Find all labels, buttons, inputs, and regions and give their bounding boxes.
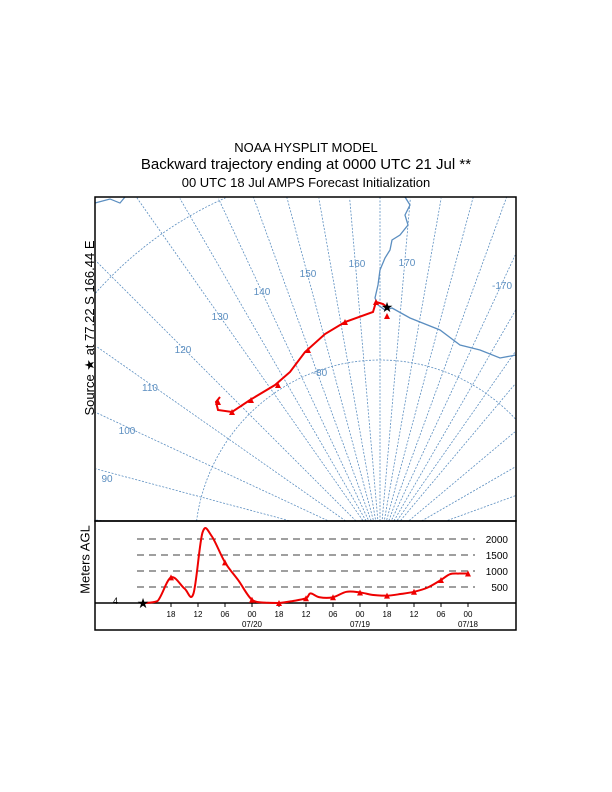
height-marker xyxy=(168,574,174,581)
height-marker xyxy=(222,559,228,566)
trajectory-marker xyxy=(384,313,390,319)
meridian-line xyxy=(286,197,374,521)
meridian-line xyxy=(95,260,357,522)
meridian-label: 90 xyxy=(101,474,113,485)
start-height-label: 4 xyxy=(113,596,119,606)
x-tick-label: 18 xyxy=(275,610,284,619)
source-star-icon: ★ xyxy=(381,299,394,315)
meridian-label: 130 xyxy=(212,312,229,323)
meridian-line xyxy=(384,198,442,520)
meridian-line xyxy=(253,197,372,521)
meridian-line xyxy=(96,346,346,522)
date-label: 07/20 xyxy=(242,620,263,629)
height-marker xyxy=(465,570,471,577)
height-profile-line xyxy=(143,527,469,605)
gridline-label: 1500 xyxy=(486,551,509,562)
title-line2: Backward trajectory ending at 0000 UTC 2… xyxy=(140,156,472,173)
meridian-line xyxy=(400,383,516,521)
meridian-line xyxy=(396,351,516,521)
height-marker xyxy=(357,589,363,596)
parallel-circle xyxy=(95,197,226,294)
meridian-label: 120 xyxy=(175,345,192,356)
gridline-label: 1000 xyxy=(486,567,509,578)
coastline xyxy=(94,196,126,204)
parallel-label: -80 xyxy=(313,368,328,379)
date-label: 07/19 xyxy=(350,620,371,629)
meridian-label: 150 xyxy=(300,269,317,280)
height-marker xyxy=(411,588,417,595)
meridian-label: 100 xyxy=(119,426,136,437)
source-star-icon: ★ xyxy=(137,595,150,611)
title-line1: NOAA HYSPLIT MODEL xyxy=(234,140,378,155)
x-tick-label: 12 xyxy=(410,610,419,619)
meridian-line xyxy=(386,197,474,521)
meridian-line xyxy=(393,309,517,521)
date-label: 07/18 xyxy=(458,620,479,629)
meridian-line xyxy=(349,198,379,520)
x-tick-label: 06 xyxy=(329,610,338,619)
height-marker xyxy=(384,592,390,599)
trajectory-marker xyxy=(229,409,235,415)
parallel-circle xyxy=(196,359,516,521)
height-marker xyxy=(249,596,255,603)
height-marker xyxy=(330,594,336,601)
height-marker xyxy=(303,595,309,602)
meridian-line xyxy=(95,468,290,522)
x-tick-label: 00 xyxy=(464,610,473,619)
height-marker xyxy=(438,576,444,583)
x-tick-label: 00 xyxy=(248,610,257,619)
source-label: Source ★ at 77.22 S 166.44 E xyxy=(82,240,97,416)
trajectory-marker xyxy=(275,382,281,388)
meridian-label: -170 xyxy=(492,281,512,292)
x-tick-label: 18 xyxy=(167,610,176,619)
x-tick-label: 06 xyxy=(437,610,446,619)
meridian-label: 170 xyxy=(399,258,416,269)
map-frame xyxy=(94,196,517,522)
profile-frame xyxy=(94,520,517,631)
trajectory-marker xyxy=(215,399,221,405)
meridian-line xyxy=(218,198,369,520)
meridian-label: 110 xyxy=(142,383,158,394)
height-marker xyxy=(276,600,282,606)
x-tick-label: 18 xyxy=(383,610,392,619)
x-tick-label: 00 xyxy=(356,610,365,619)
title-line3: 00 UTC 18 Jul AMPS Forecast Initializati… xyxy=(181,175,431,190)
x-tick-label: 06 xyxy=(221,610,230,619)
meridian-line xyxy=(318,198,376,520)
gridline-label: 500 xyxy=(491,583,508,594)
meridian-line xyxy=(179,198,367,521)
trajectory-path xyxy=(214,300,388,414)
trajectory-marker xyxy=(248,397,254,403)
meridian-line xyxy=(447,495,516,521)
x-tick-label: 12 xyxy=(302,610,311,619)
meridian-line xyxy=(388,197,507,521)
trajectory-marker xyxy=(342,319,348,325)
meridian-label: 160 xyxy=(349,259,366,270)
trajectory-marker xyxy=(373,299,379,305)
meridian-line xyxy=(421,466,516,522)
meridian-line xyxy=(391,254,516,520)
profile-ylabel: Meters AGL xyxy=(77,525,93,594)
meridian-line xyxy=(381,198,411,520)
meridian-line xyxy=(136,197,364,521)
gridline-label: 2000 xyxy=(486,535,509,546)
meridian-label: 140 xyxy=(254,287,271,298)
trajectory-marker xyxy=(305,347,311,353)
x-tick-label: 12 xyxy=(194,610,203,619)
coastline xyxy=(374,196,517,359)
meridian-line xyxy=(95,411,328,521)
